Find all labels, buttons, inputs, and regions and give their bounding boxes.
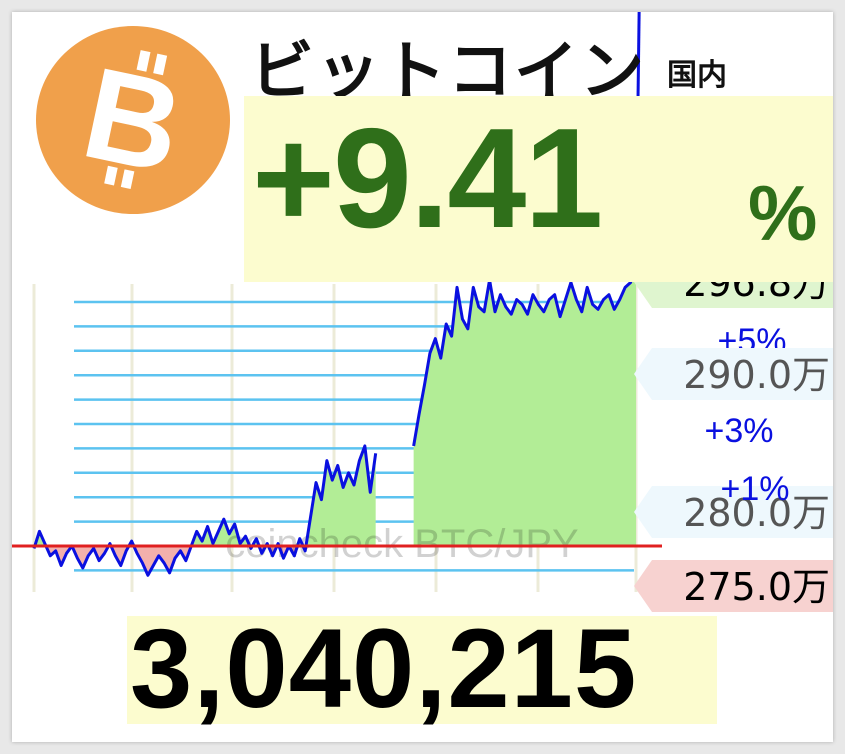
price-tag-label: 280.0万 — [683, 491, 830, 535]
price-highlight — [127, 616, 717, 724]
market-label: 国内 — [667, 58, 727, 93]
price-tag-background — [634, 348, 833, 400]
area-below-baseline — [34, 546, 376, 576]
percent-sign: % — [748, 169, 818, 257]
price-tag: 275.0万 — [634, 560, 833, 612]
current-price: 3,040,215 — [130, 606, 638, 731]
ticker-card: coincheck BTC/JPY 296.8万 +5% 290.0万 +3% 280.… — [12, 12, 833, 742]
price-series-line — [32, 444, 378, 577]
change-highlight — [244, 96, 833, 282]
price-tag-background — [634, 560, 833, 612]
percent-change: +9.41 — [252, 99, 603, 258]
price-tag-label: 275.0万 — [683, 565, 830, 609]
price-tag: 280.0万+1% — [634, 470, 833, 538]
price-tag: 290.0万 +3% — [634, 348, 833, 450]
bitcoin-logo: B — [28, 20, 238, 220]
bitcoin-logo-icon — [36, 26, 230, 214]
price-series-line — [412, 252, 638, 447]
area-above-baseline — [34, 445, 376, 546]
area-above-baseline — [413, 253, 636, 546]
price-tag-label: 290.0万 — [683, 353, 830, 397]
price-tag-background — [634, 486, 833, 538]
percent-level-label: +1% — [721, 470, 790, 508]
percent-level-label: +3% — [705, 412, 774, 450]
